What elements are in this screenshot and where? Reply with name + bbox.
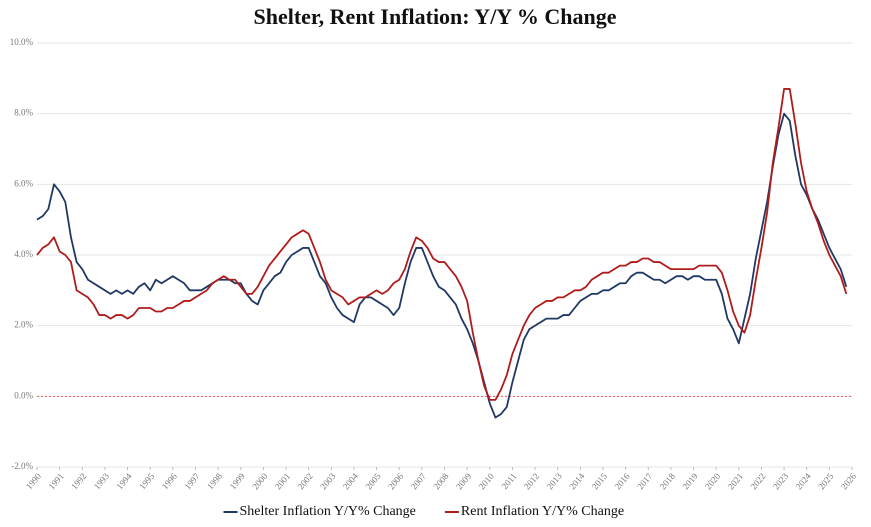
x-tick-label: 2004 [341, 471, 361, 492]
x-tick-label: 2009 [454, 471, 474, 492]
y-tick-label: 0.0% [14, 390, 33, 400]
x-tick-label: 2026 [839, 471, 859, 492]
x-tick-label: 2022 [748, 471, 767, 491]
x-tick-label: 1996 [160, 471, 180, 492]
x-tick-label: 2001 [273, 471, 292, 491]
y-tick-label: 6.0% [14, 178, 33, 188]
y-tick-label: -2.0% [11, 461, 33, 471]
x-tick-label: 2012 [522, 471, 541, 491]
x-tick-label: 2008 [431, 471, 451, 492]
x-tick-label: 1997 [182, 471, 202, 492]
x-tick-label: 1991 [47, 471, 66, 491]
x-tick-label: 2002 [296, 471, 315, 491]
y-tick-label: 2.0% [14, 320, 33, 330]
x-tick-label: 2005 [363, 471, 383, 492]
x-tick-label: 2018 [658, 471, 678, 492]
x-tick-label: 2014 [567, 471, 587, 492]
x-tick-label: 2007 [409, 471, 429, 492]
y-tick-label: 4.0% [14, 249, 33, 259]
x-tick-label: 1992 [69, 471, 88, 491]
x-tick-label: 2011 [500, 471, 519, 491]
x-tick-label: 2023 [771, 471, 791, 492]
x-tick-label: 1993 [92, 471, 112, 492]
series-line [36, 112, 848, 419]
series-line [36, 88, 848, 401]
chart-title: Shelter, Rent Inflation: Y/Y % Change [253, 4, 616, 29]
x-tick-label: 2013 [545, 471, 565, 492]
x-tick-label: 2000 [250, 471, 270, 492]
x-tick-label: 1998 [205, 471, 225, 492]
x-tick-label: 2010 [477, 471, 497, 492]
y-tick-label: 10.0% [10, 37, 34, 47]
x-tick-label: 2020 [703, 471, 723, 492]
x-tick-label: 2021 [726, 471, 745, 491]
x-tick-label: 2016 [612, 471, 632, 492]
x-tick-label: 1995 [137, 471, 157, 492]
x-tick-label: 2019 [680, 471, 700, 492]
legend-label: Shelter Inflation Y/Y% Change [240, 504, 416, 519]
x-tick-label: 1994 [114, 471, 134, 492]
x-tick-label: 2025 [816, 471, 836, 492]
x-tick-label: 2003 [318, 471, 338, 492]
x-tick-label: 2024 [794, 471, 814, 492]
x-tick-label: 2006 [386, 471, 406, 492]
legend-label: Rent Inflation Y/Y% Change [461, 504, 624, 519]
x-tick-label: 1990 [24, 471, 44, 492]
x-tick-label: 2017 [635, 471, 655, 492]
x-tick-label: 2015 [590, 471, 610, 492]
x-tick-label: 1999 [228, 471, 248, 492]
y-tick-label: 8.0% [14, 108, 33, 118]
